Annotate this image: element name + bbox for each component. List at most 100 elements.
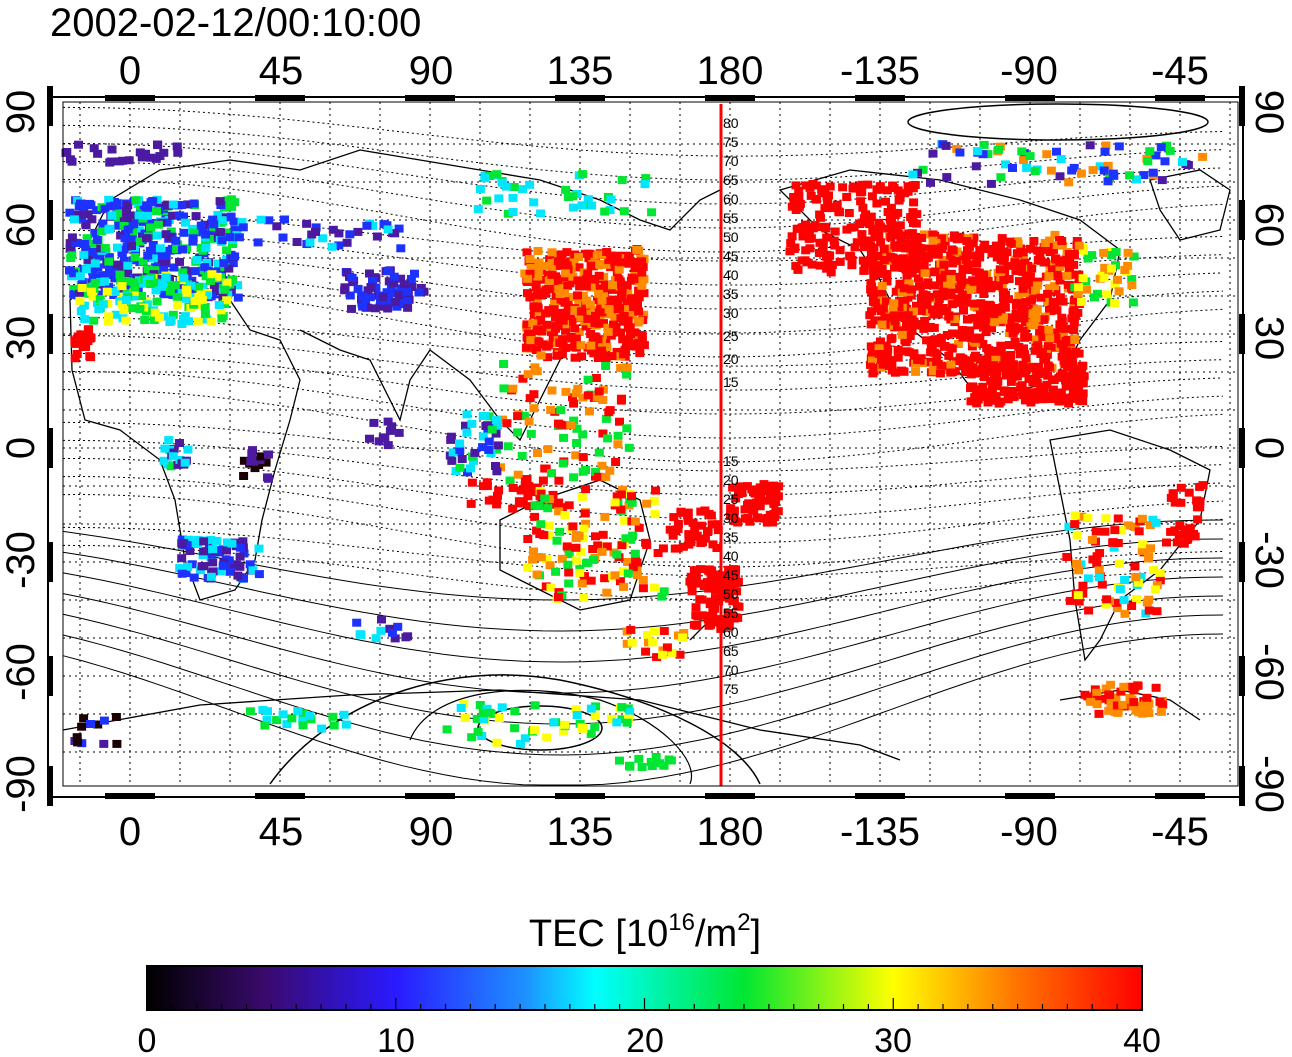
tec-cell (1005, 369, 1015, 378)
tec-cell (562, 261, 572, 270)
tec-cell (1148, 168, 1158, 177)
tec-cell (87, 215, 97, 224)
tec-cell (613, 440, 623, 449)
tec-cell (111, 310, 121, 319)
tec-cell (1073, 289, 1083, 298)
tec-cell (958, 329, 968, 338)
tec-cell (901, 338, 911, 347)
tec-cell (103, 317, 113, 326)
tec-cell (222, 296, 232, 305)
tec-cell (206, 572, 216, 581)
frame-tick-top (405, 95, 455, 101)
tec-cell (907, 327, 917, 335)
tec-cell (863, 236, 873, 245)
tec-cell (910, 181, 920, 189)
tec-cell (1001, 388, 1011, 397)
tec-cell (865, 311, 875, 320)
tec-cell (536, 553, 546, 562)
tec-cell (630, 549, 640, 558)
tec-cell (1136, 572, 1146, 581)
tec-cell (529, 310, 539, 319)
tec-cell (548, 490, 558, 499)
tec-cell (868, 354, 877, 363)
mag-contour-south (62, 633, 1224, 786)
colorbar-ticks (171, 998, 1118, 1010)
tec-cell (520, 484, 530, 493)
tec-cell (254, 544, 264, 553)
tec-cell (1040, 394, 1050, 403)
tec-cell (533, 449, 542, 457)
tec-cell (652, 653, 662, 662)
tec-cell (447, 456, 457, 465)
tec-cell (830, 241, 840, 250)
tec-cell (743, 514, 753, 522)
tec-cell (200, 303, 210, 311)
tec-cell (365, 269, 374, 278)
frame-tick-top (1005, 95, 1055, 101)
tec-cell (909, 307, 918, 316)
tec-cell (86, 720, 95, 728)
contour-label-north: 75 (723, 134, 739, 150)
tec-cell (1175, 521, 1185, 530)
tec-cell (578, 291, 588, 300)
tec-cell (523, 492, 533, 501)
tec-cell (987, 249, 997, 258)
tec-cell (557, 554, 567, 563)
tec-cell (148, 241, 158, 249)
tec-cell (166, 316, 176, 325)
tec-cell (202, 291, 212, 300)
tec-cell (725, 594, 734, 603)
tec-cell (508, 208, 518, 216)
tec-cell (1043, 289, 1053, 298)
tec-cell (394, 224, 404, 233)
tec-cell (1095, 549, 1105, 557)
tec-cell (1150, 585, 1160, 594)
tec-cell (369, 418, 379, 427)
tec-cell (162, 218, 172, 227)
tec-cell (758, 484, 768, 493)
tec-cell (190, 297, 200, 305)
tec-cell (86, 201, 96, 210)
tec-cell (535, 530, 545, 539)
tec-cell (414, 288, 424, 297)
tec-cell (71, 339, 80, 348)
contour-label-south: 20 (723, 472, 739, 488)
tec-cell (877, 320, 887, 329)
tec-cell (1058, 297, 1068, 306)
tec-cell (627, 311, 637, 320)
tec-cell (865, 241, 875, 250)
tec-cell (1078, 379, 1088, 388)
tec-cell (1110, 280, 1120, 289)
tec-cell (499, 360, 509, 368)
tec-cell (804, 230, 814, 239)
tec-cell (150, 308, 160, 317)
tec-cell (608, 285, 618, 294)
tec-cell (375, 302, 385, 311)
tec-cell (598, 396, 608, 404)
tec-cell (673, 544, 683, 553)
tec-cell (948, 300, 958, 309)
tec-cell (469, 456, 478, 465)
tec-cell (1037, 348, 1047, 356)
tec-cell (564, 568, 574, 577)
tec-cell (499, 384, 509, 393)
tec-cell (675, 650, 685, 659)
tec-cell (550, 299, 559, 308)
tec-cell (586, 341, 596, 350)
tec-cell (586, 283, 596, 292)
tec-cell (107, 145, 117, 154)
tec-cell (234, 233, 244, 242)
tec-cell (734, 490, 744, 498)
tec-cell (145, 280, 155, 288)
tec-cell (565, 315, 575, 324)
tec-cell (119, 256, 129, 265)
tec-cell (999, 253, 1009, 262)
tec-cell (604, 408, 614, 417)
tec-cell (154, 313, 164, 322)
tec-cell (880, 314, 890, 323)
tec-cell (1118, 700, 1128, 709)
tec-cell (235, 562, 245, 571)
tec-cell (1102, 595, 1112, 604)
tec-cell (590, 712, 600, 721)
tec-cell (912, 301, 921, 310)
